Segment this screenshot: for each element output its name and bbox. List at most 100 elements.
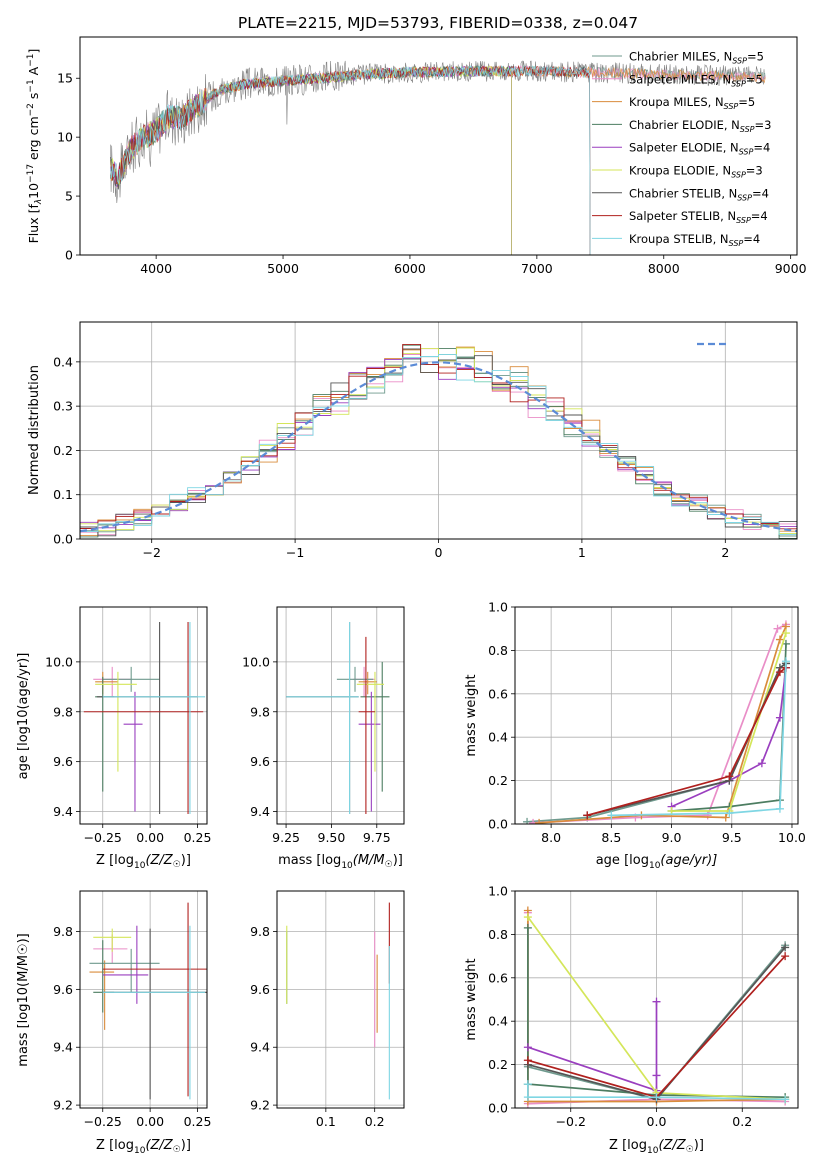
x-tick-label: 9.0 bbox=[662, 830, 682, 845]
y-tick-label: 9.6 bbox=[53, 982, 73, 997]
ebv-mass-plot-area bbox=[277, 891, 404, 1108]
errorbar-point bbox=[102, 925, 149, 1004]
legend-label: Salpeter STELIB, NSSP=4 bbox=[629, 209, 768, 225]
mass-age-plot-area bbox=[277, 607, 404, 824]
model-spectrum-line bbox=[110, 64, 591, 255]
legend-suffix: =5 bbox=[747, 50, 764, 64]
weight-marker bbox=[781, 952, 790, 961]
x-axis-label: Z [log10(Z/Z☉)] bbox=[96, 853, 191, 871]
weight-marker bbox=[781, 1095, 790, 1104]
weight-line bbox=[527, 1001, 658, 1092]
legend-label: Chabrier ELODIE, NSSP=3 bbox=[629, 118, 771, 134]
legend-suffix: =3 bbox=[746, 164, 763, 178]
axes-frame bbox=[276, 890, 405, 1109]
weight-series bbox=[583, 663, 790, 820]
residuals-plot-area bbox=[80, 322, 797, 539]
x-label-part: )] bbox=[181, 853, 191, 868]
y-label-part: erg cm bbox=[26, 116, 41, 164]
panel-z-age: −0.25 0.00 0.25 9.4 9.6 9.8 10.0 Z [log10(Z/Z☉)… bbox=[16, 606, 211, 871]
weight-line bbox=[671, 643, 787, 812]
y-tick-label: 0.0 bbox=[488, 1101, 508, 1116]
legend-sub: SSP bbox=[731, 171, 746, 180]
weight-marker bbox=[781, 629, 790, 638]
y-tick-label: 0.4 bbox=[488, 730, 508, 745]
y-tick-label: 0.4 bbox=[488, 1014, 508, 1029]
legend-suffix: =5 bbox=[738, 95, 755, 109]
legend-suffix: =4 bbox=[753, 141, 770, 155]
y-tick-label: 9.2 bbox=[250, 1098, 270, 1113]
weight-marker bbox=[775, 635, 784, 644]
panel-z-mass: −0.25 0.00 0.25 9.2 9.4 9.6 9.8 Z [log10(Z/Z☉)]… bbox=[16, 890, 212, 1156]
x-axis-label: age [log10(age/yr)] bbox=[596, 853, 718, 871]
x-tick-label: 0.00 bbox=[136, 1114, 164, 1129]
weight-marker bbox=[775, 668, 784, 677]
y-tick-label: 10.0 bbox=[45, 654, 73, 669]
panel-mass-age: 9.25 9.50 9.75 9.4 9.6 9.8 10.0 mass [log10(M/M… bbox=[242, 606, 405, 871]
weight-marker bbox=[535, 818, 544, 824]
weight-series bbox=[523, 997, 661, 1095]
y-label-part: −17 bbox=[26, 164, 36, 183]
weight-marker bbox=[523, 1093, 532, 1102]
y-label-part: ] bbox=[26, 49, 41, 54]
errorbar-point bbox=[102, 928, 207, 1100]
x-tick-label: 0.2 bbox=[365, 1114, 385, 1129]
weight-marker bbox=[523, 1043, 532, 1052]
errorbar-point bbox=[102, 925, 206, 1100]
legend-item: Chabrier STELIB, NSSP=4 bbox=[592, 186, 769, 202]
x-tick-label: 5000 bbox=[267, 261, 299, 276]
weight-marker bbox=[607, 811, 616, 820]
x-tick-label: 0.25 bbox=[184, 1114, 212, 1129]
x-tick-label: 9.25 bbox=[272, 830, 300, 845]
errorbar-point bbox=[102, 621, 206, 815]
errorbar-point bbox=[93, 928, 132, 952]
weight-marker bbox=[781, 943, 790, 952]
x-tick-label: 8.5 bbox=[601, 830, 621, 845]
y-tick-label: 9.6 bbox=[250, 982, 270, 997]
y-tick-label: 0.2 bbox=[488, 1057, 508, 1072]
x-axis-label: mass [log10(M/M☉)] bbox=[278, 853, 403, 871]
y-tick-label: 0.2 bbox=[488, 773, 508, 788]
y-axis-label: Normed distribution bbox=[27, 365, 42, 495]
legend-suffix: =3 bbox=[755, 118, 772, 132]
x-label-part: 10 bbox=[647, 1146, 659, 1156]
x-label-part: (Z/Z bbox=[658, 1138, 686, 1153]
legend-model: Salpeter ELODIE, N bbox=[629, 141, 739, 155]
weight-line bbox=[527, 1084, 786, 1101]
z-weight-plot-area bbox=[515, 891, 798, 1108]
x-tick-label: 9.5 bbox=[722, 830, 742, 845]
axes-frame bbox=[514, 890, 799, 1109]
legend-item: Chabrier MILES, NSSP=5 bbox=[592, 50, 764, 66]
y-tick-label: 0.0 bbox=[488, 817, 508, 832]
errorbar-point bbox=[336, 666, 374, 692]
spectrum-plot-area bbox=[110, 60, 766, 255]
errorbar-point bbox=[286, 621, 359, 815]
weight-marker bbox=[652, 1071, 661, 1080]
weight-marker bbox=[523, 1056, 532, 1065]
model-spectrum-line bbox=[110, 65, 591, 255]
weight-series bbox=[583, 659, 790, 820]
weight-line bbox=[539, 626, 787, 824]
legend-model: Chabrier MILES, N bbox=[629, 50, 732, 64]
legend-model: Salpeter MILES, N bbox=[629, 72, 731, 86]
panel-ebv-mass: 0.1 0.2 9.2 9.4 9.6 9.8 bbox=[250, 890, 405, 1129]
legend-suffix: =5 bbox=[746, 72, 763, 86]
y-tick-label: 9.6 bbox=[250, 754, 270, 769]
x-tick-label: −0.25 bbox=[84, 1114, 122, 1129]
x-label-part: (M/M bbox=[353, 853, 385, 868]
x-label-part: 10 bbox=[134, 1146, 146, 1156]
x-label-part: age [log bbox=[596, 853, 649, 868]
x-label-part: (age/yr)] bbox=[660, 853, 717, 868]
x-tick-label: 8000 bbox=[648, 261, 680, 276]
legend-label: Kroupa MILES, NSSP=5 bbox=[629, 95, 755, 111]
y-tick-label: 9.4 bbox=[250, 804, 270, 819]
x-tick-label: 1 bbox=[578, 545, 586, 560]
y-tick-label: 0.3 bbox=[53, 399, 73, 414]
legend-model: Salpeter STELIB, N bbox=[629, 209, 736, 223]
legend-label: Kroupa ELODIE, NSSP=3 bbox=[629, 164, 763, 180]
legend-item: Kroupa ELODIE, NSSP=3 bbox=[592, 164, 763, 180]
z-mass-plot-area bbox=[80, 891, 207, 1108]
errorbar-point bbox=[358, 671, 377, 695]
weight-marker bbox=[523, 913, 532, 922]
